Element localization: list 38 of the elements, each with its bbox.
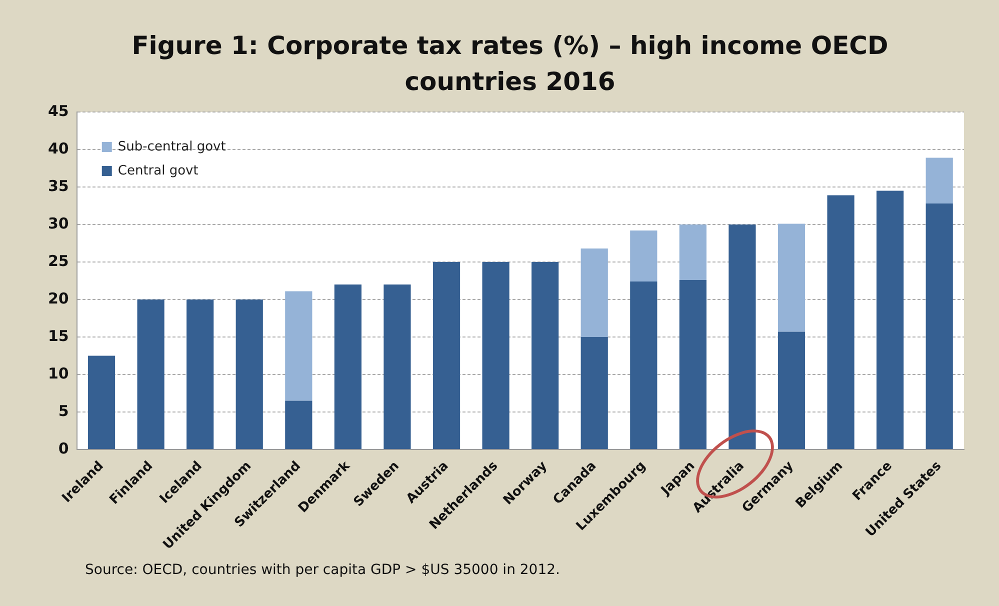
bar — [137, 300, 164, 450]
y-tick-label: 40 — [48, 139, 69, 158]
bar — [186, 300, 214, 450]
y-tick-label: 20 — [48, 289, 69, 308]
bar — [679, 280, 706, 450]
bar — [334, 284, 362, 450]
bar — [285, 291, 312, 401]
y-tick-label: 30 — [48, 214, 69, 232]
bar — [482, 262, 510, 450]
y-tick-label: 10 — [48, 364, 69, 382]
y-tick-label: 5 — [58, 402, 69, 420]
bar — [876, 190, 904, 450]
y-tick-label: 0 — [58, 439, 69, 458]
bar — [926, 204, 953, 450]
source-note: Source: OECD, countries with per capita GDP > $US 35000 in 2012. — [85, 562, 560, 578]
y-tick-label: 25 — [48, 252, 69, 270]
bar — [580, 248, 608, 338]
bar — [532, 262, 559, 450]
bar — [926, 158, 953, 204]
bar — [728, 224, 756, 450]
legend-label: Central govt — [118, 163, 198, 178]
bar — [88, 356, 116, 450]
bar — [236, 300, 263, 450]
bar — [432, 262, 460, 450]
y-tick-label: 15 — [48, 326, 69, 345]
bar — [679, 224, 706, 280]
bar — [827, 195, 854, 450]
bar — [778, 332, 806, 450]
legend-label: Sub-central govt — [118, 139, 226, 154]
y-tick-label: 35 — [48, 176, 69, 195]
bar — [630, 282, 658, 450]
chart-title: Figure 1: Corporate tax rates (%) – high income OECD countries 2016 — [130, 30, 890, 98]
bar — [580, 337, 608, 450]
bar — [778, 224, 806, 332]
bar — [384, 284, 411, 450]
y-tick-label: 45 — [48, 102, 69, 120]
bar — [630, 230, 658, 282]
bar — [285, 400, 312, 450]
